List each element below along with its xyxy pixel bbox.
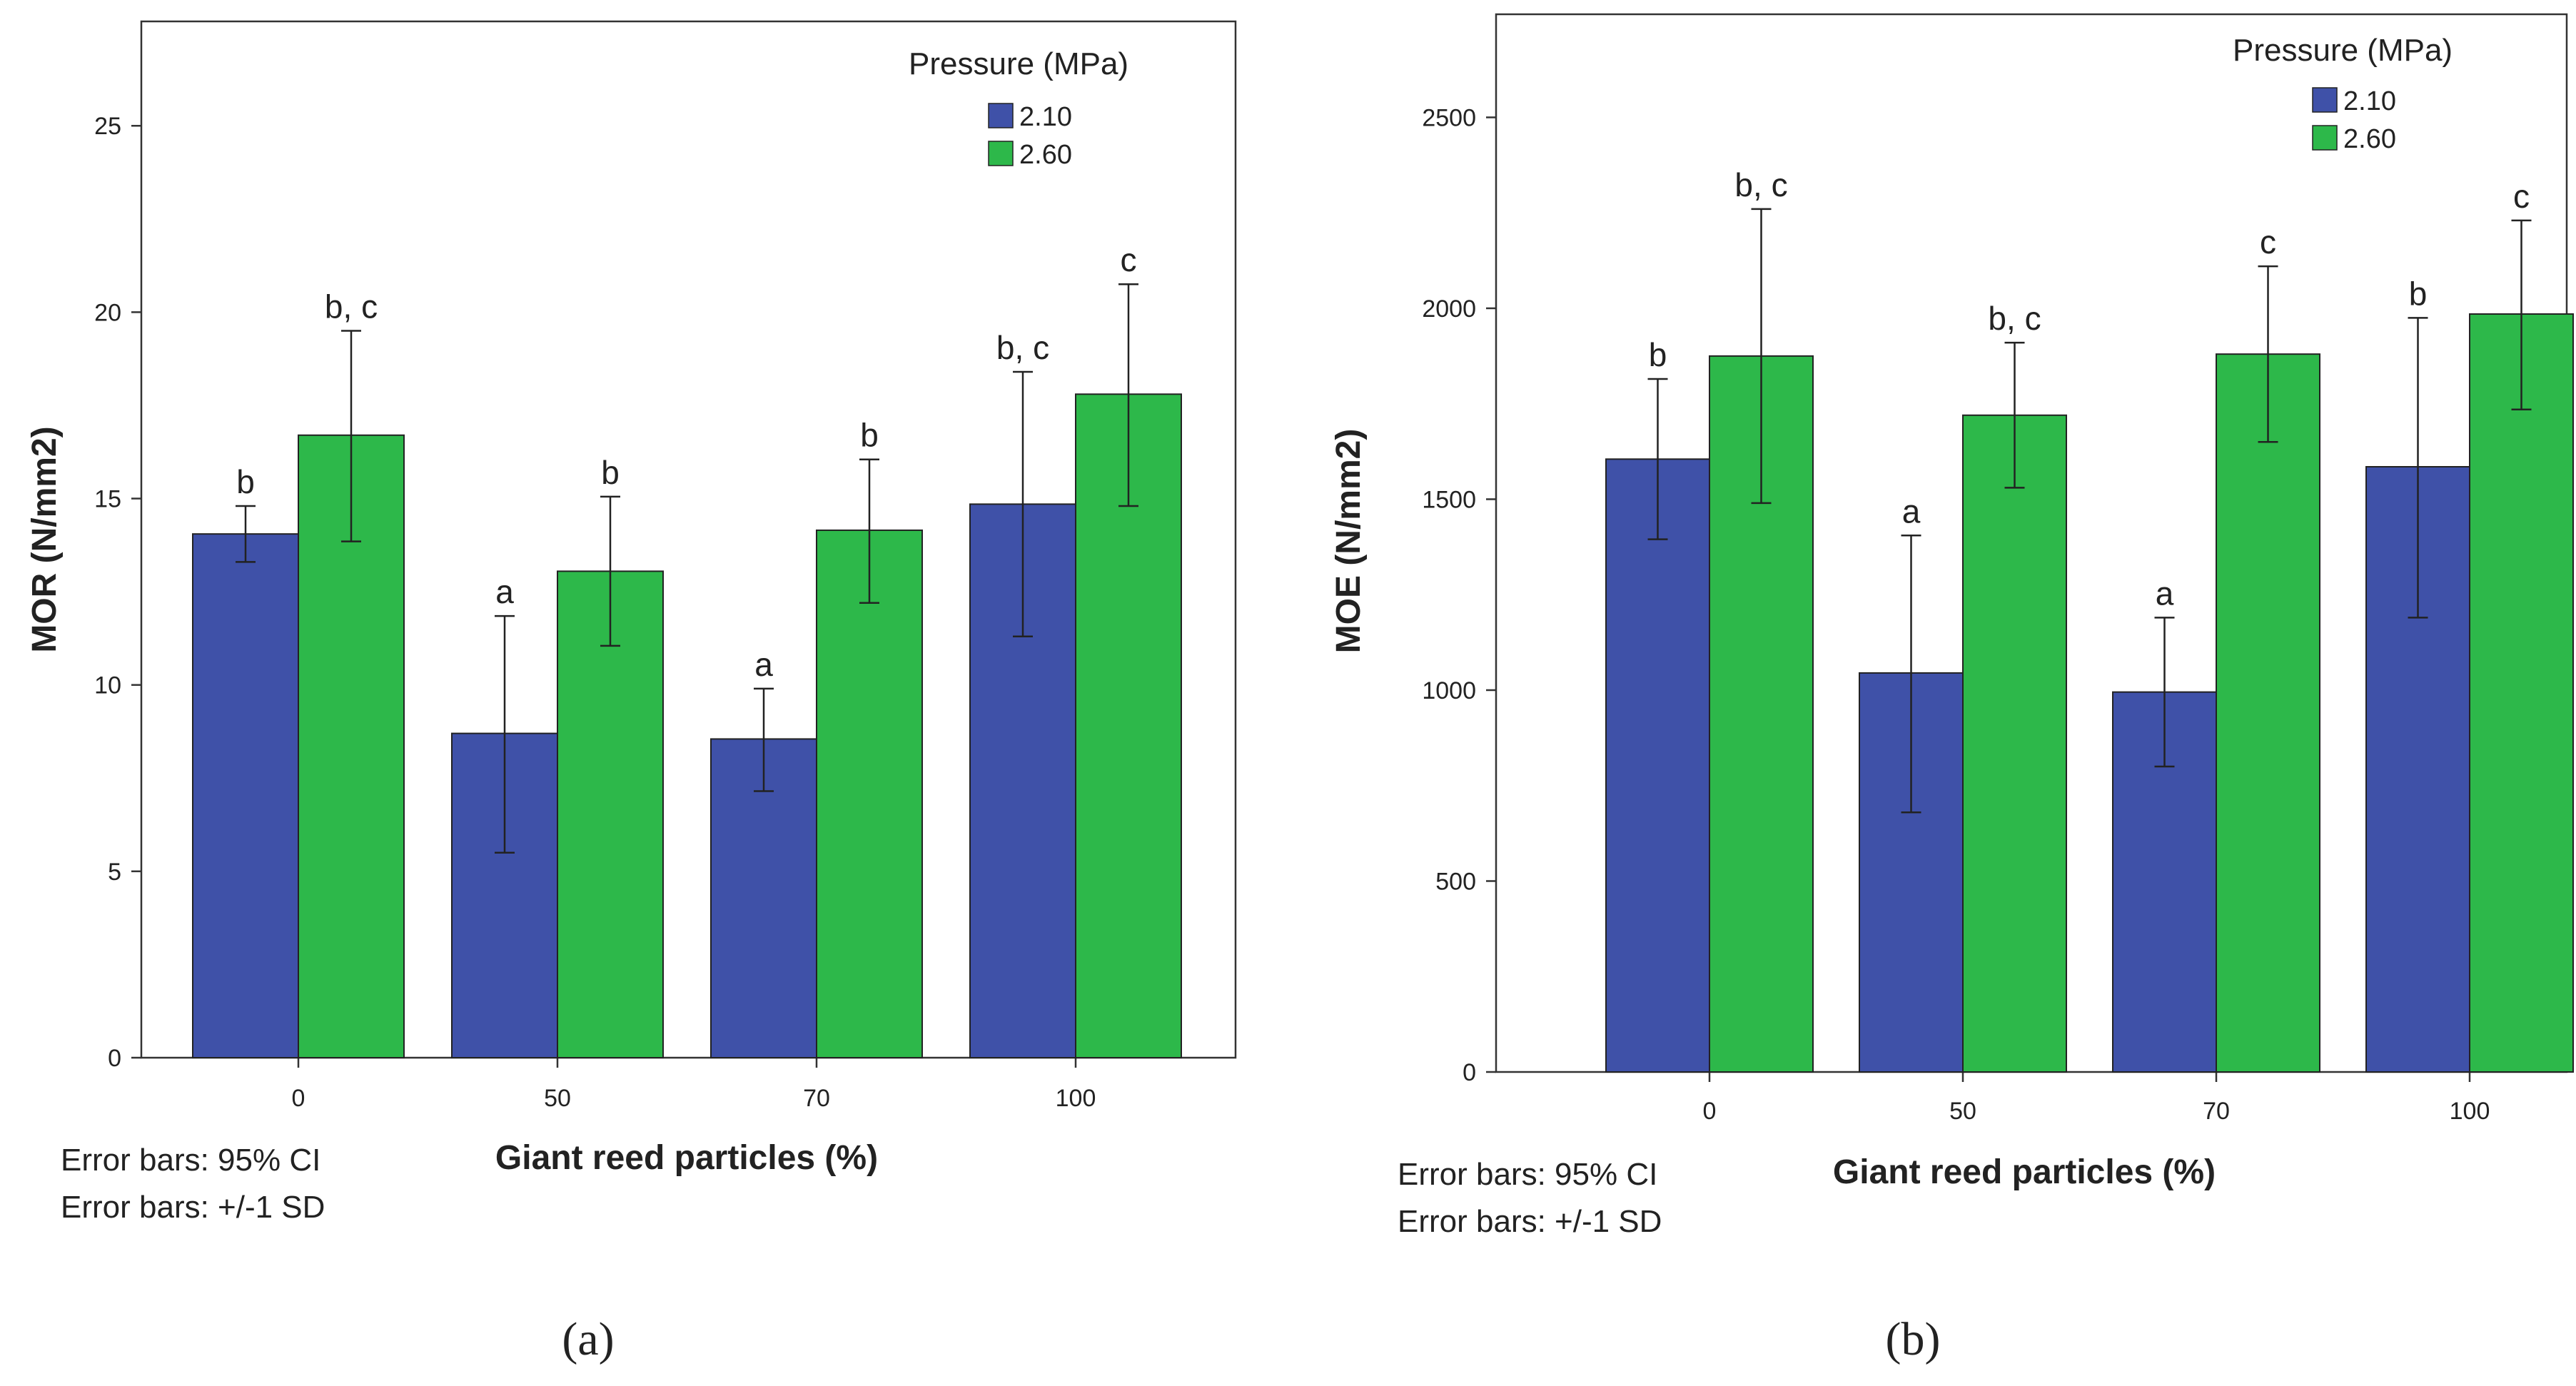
x-tick-label: 50 [1949, 1098, 1976, 1125]
x-tick-label: 70 [803, 1085, 830, 1112]
x-tick-label: 100 [2450, 1098, 2490, 1125]
bar [1962, 414, 2067, 1073]
y-tick-label: 2500 [1422, 104, 1476, 131]
chart-moe: 0 500 1000 1500 2000 2500 0 b b, c 50 a b, c 70 a c 100… [1330, 13, 2574, 1365]
bar [1605, 458, 1710, 1073]
legend-label-2-10: 2.10 [2343, 86, 2396, 116]
legend: Pressure (MPa) 2.10 2.60 [909, 46, 1128, 170]
panel-label-b: (b) [1886, 1313, 1941, 1365]
y-axis-title: MOR (N/mm2) [26, 426, 64, 652]
y-tick-label: 1000 [1422, 677, 1476, 704]
chart-marks: 0 500 1000 1500 2000 2500 0 b b, c 50 a b, c 70 a c 100… [1422, 104, 2574, 1125]
significance-label: a [1902, 492, 1921, 530]
chart-mor: 0 5 10 15 20 25 0 b b, c 50 a b 70 a b 100 b, c c MOR (N/… [26, 20, 1237, 1365]
x-axis-title: Giant reed particles (%) [495, 1139, 878, 1177]
y-tick-label: 500 [1435, 868, 1476, 895]
bar [557, 570, 664, 1058]
y-tick-label: 1500 [1422, 486, 1476, 513]
legend-label-2-60: 2.60 [2343, 124, 2396, 154]
bar [2216, 353, 2320, 1073]
legend-title: Pressure (MPa) [909, 46, 1128, 81]
y-tick-label: 5 [108, 859, 121, 886]
legend-swatch-2-10 [988, 103, 1014, 128]
significance-label: b, c [1988, 300, 2041, 337]
legend-swatch-2-60 [2312, 125, 2338, 151]
significance-label: b, c [996, 329, 1049, 366]
x-tick-label: 70 [2203, 1098, 2230, 1125]
significance-label: b, c [1734, 166, 1787, 203]
note-sd: Error bars: +/-1 SD [61, 1190, 325, 1225]
significance-label: c [2513, 178, 2530, 215]
significance-label: c [2260, 223, 2276, 260]
legend-swatch-2-60 [988, 141, 1014, 166]
plot-frame [140, 20, 1237, 1059]
panel-label-a: (a) [562, 1313, 614, 1365]
x-axis-title: Giant reed particles (%) [1833, 1153, 2216, 1191]
significance-label: a [2156, 575, 2174, 612]
note-ci: Error bars: 95% CI [61, 1143, 320, 1178]
note-ci: Error bars: 95% CI [1398, 1157, 1657, 1192]
y-axis-title: MOE (N/mm2) [1330, 429, 1368, 654]
y-tick-label: 2000 [1422, 295, 1476, 323]
significance-label: a [754, 646, 773, 683]
significance-label: b [601, 454, 620, 491]
bar [192, 533, 299, 1058]
x-tick-label: 100 [1056, 1085, 1096, 1112]
significance-label: b [2409, 275, 2428, 312]
y-tick-label: 25 [94, 113, 121, 140]
chart-marks: 0 5 10 15 20 25 0 b b, c 50 a b 70 a b 100 b, c c [94, 113, 1182, 1112]
significance-label: b [1649, 336, 1667, 373]
y-tick-label: 20 [94, 299, 121, 326]
legend-swatch-2-10 [2312, 87, 2338, 113]
y-tick-label: 0 [1463, 1059, 1476, 1086]
significance-label: a [495, 573, 514, 610]
legend: Pressure (MPa) 2.10 2.60 [2233, 33, 2453, 154]
legend-label-2-10: 2.10 [1019, 102, 1072, 132]
y-tick-label: 10 [94, 672, 121, 699]
significance-label: b [860, 417, 879, 454]
significance-label: b, c [325, 288, 378, 325]
legend-label-2-60: 2.60 [1019, 140, 1072, 170]
x-tick-label: 0 [292, 1085, 305, 1112]
x-tick-label: 50 [544, 1085, 571, 1112]
y-tick-label: 0 [108, 1045, 121, 1072]
y-tick-label: 15 [94, 486, 121, 513]
significance-label: b [236, 463, 255, 500]
bar [816, 529, 923, 1058]
significance-label: c [1121, 241, 1137, 278]
bar [2469, 313, 2574, 1073]
note-sd: Error bars: +/-1 SD [1398, 1204, 1662, 1239]
legend-title: Pressure (MPa) [2233, 33, 2453, 68]
x-tick-label: 0 [1703, 1098, 1717, 1125]
